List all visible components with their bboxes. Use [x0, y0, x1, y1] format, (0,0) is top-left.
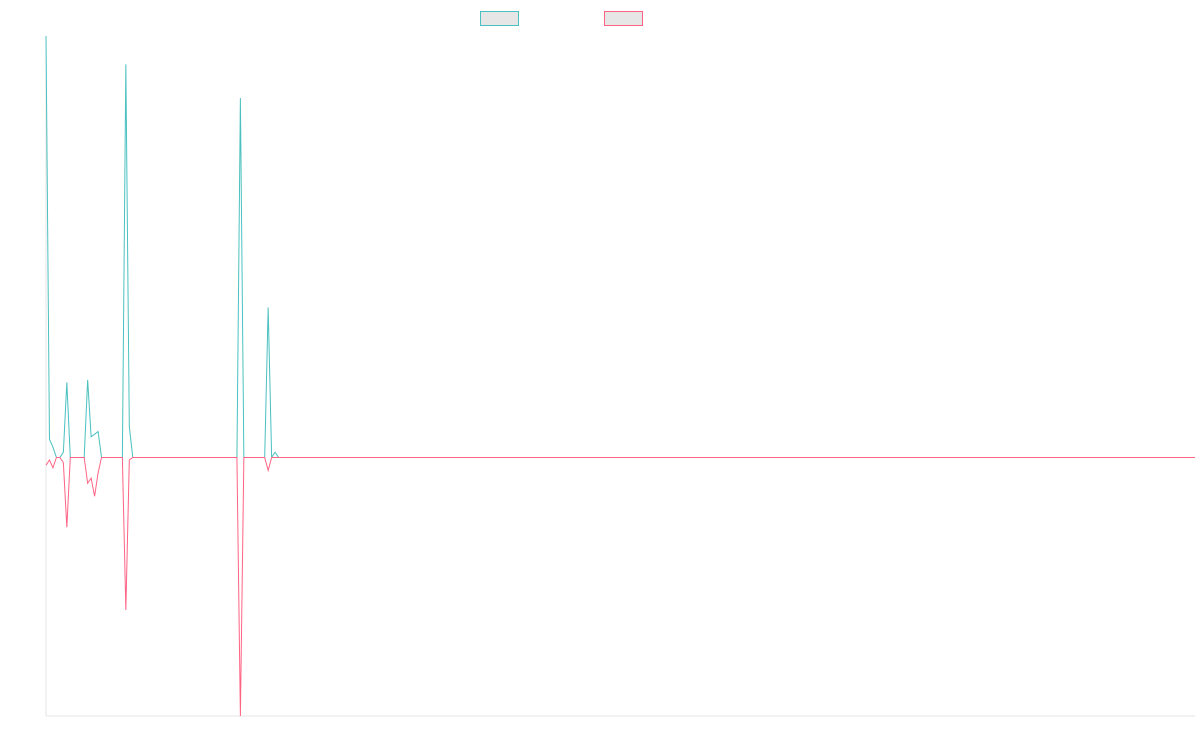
series-line-2[interactable] [45, 456, 1195, 717]
axes [45, 36, 1195, 717]
legend [0, 9, 1200, 27]
series-line-1[interactable] [45, 35, 1195, 460]
series-layer [45, 35, 1195, 717]
legend-item-series-2[interactable] [604, 9, 643, 27]
legend-swatch-series-2 [604, 10, 643, 26]
legend-item-series-1[interactable] [480, 9, 519, 27]
legend-swatch-series-1 [480, 10, 519, 26]
